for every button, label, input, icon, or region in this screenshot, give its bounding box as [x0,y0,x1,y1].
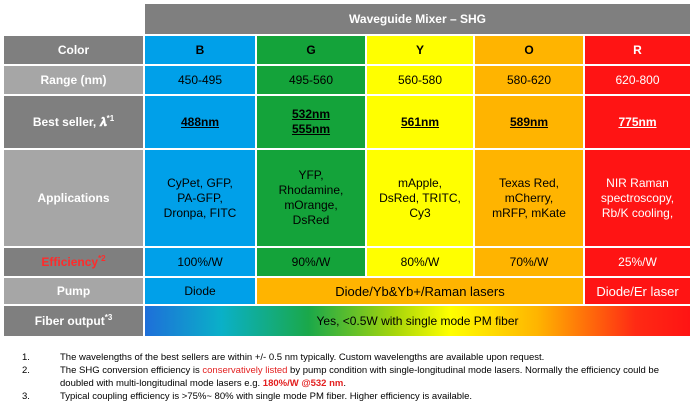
range-cell-o: 580-620 [473,64,585,96]
applications-label: Applications [2,148,145,248]
app-line: CyPet, GFP, [167,175,233,190]
best-seller-label-text: Best seller, 𝝀 [32,114,107,129]
fiber-output-footnote-mark: *3 [104,312,113,322]
app-line: mCherry, [504,190,554,205]
efficiency-cell-y: 80%/W [365,246,475,278]
applications-cell-b: CyPet, GFP, PA-GFP, Dronpa, FITC [143,148,257,248]
efficiency-footnote-mark: *2 [98,253,106,263]
color-cell-o: O [473,34,585,66]
footnote-text: Typical coupling efficiency is >75%~ 80%… [60,391,473,402]
footnotes: 1. The wavelengths of the best sellers a… [0,351,692,403]
footnote-text: The SHG conversion efficiency is [60,365,203,376]
footnote-2: 2. The SHG conversion efficiency is cons… [0,364,692,390]
range-row: Range (nm) 450-495 495-560 560-580 580-6… [2,64,692,96]
color-cell-g: G [255,34,367,66]
app-line: mApple, [397,175,443,190]
app-line: Dronpa, FITC [163,205,237,220]
fiber-output-cell: Yes, <0.5W with single mode PM fiber [143,304,692,338]
efficiency-cell-o: 70%/W [473,246,585,278]
efficiency-cell-g: 90%/W [255,246,367,278]
applications-cell-r: NIR Raman spectroscopy, Rb/K cooling, [583,148,692,248]
pump-cell-r: Diode/Er laser [583,276,692,306]
app-line: DsRed, TRITC, [379,190,461,205]
color-cell-r: R [583,34,692,66]
app-line: Texas Red, [498,175,560,190]
pump-label: Pump [2,276,145,306]
fiber-output-label: Fiber output*3 [2,304,145,338]
best-seller-cell-g: 532nm 555nm [255,94,367,150]
fiber-output-label-text: Fiber output [34,313,105,328]
color-row: Color B G Y O R [2,34,692,66]
best-seller-532: 532nm [291,107,331,121]
efficiency-label: Efficiency*2 [2,246,145,278]
app-line: Rb/K cooling, [601,205,674,220]
footnote-number: 1. [22,352,30,363]
header-row: Waveguide Mixer – SHG [2,2,692,36]
app-line: PA-GFP, [177,190,223,205]
footnote-highlight-value: 180%/W @532 nm [262,378,344,389]
app-line: DsRed [292,213,330,227]
best-seller-555: 555nm [291,122,331,136]
efficiency-label-text: Efficiency [41,254,99,269]
color-cell-b: B [143,34,257,66]
range-label: Range (nm) [2,64,145,96]
header-corner [2,2,145,36]
best-seller-cell-y: 561nm [365,94,475,150]
efficiency-cell-r: 25%/W [583,246,692,278]
app-line: mRFP, mKate [492,205,566,220]
best-seller-cell-o: 589nm [473,94,585,150]
applications-cell-y: mApple, DsRed, TRITC, Cy3 [365,148,475,248]
app-line: Rhodamine, [278,183,344,197]
pump-cell-gyo: Diode/Yb&Yb+/Raman lasers [255,276,585,306]
pump-row: Pump Diode Diode/Yb&Yb+/Raman lasers Dio… [2,276,692,306]
footnote-highlight: conservatively listed [202,365,288,376]
app-line: spectroscopy, [600,190,675,205]
best-seller-footnote-mark: *1 [106,113,115,123]
color-cell-y: Y [365,34,475,66]
footnote-number: 2. [22,365,30,376]
best-seller-cell-b: 488nm [143,94,257,150]
pump-cell-b: Diode [143,276,257,306]
range-cell-g: 495-560 [255,64,367,96]
efficiency-row: Efficiency*2 100%/W 90%/W 80%/W 70%/W 25… [2,246,692,278]
range-cell-b: 450-495 [143,64,257,96]
app-line: YFP, [298,168,324,182]
footnote-text: The wavelengths of the best sellers are … [60,352,545,363]
table-title: Waveguide Mixer – SHG [143,2,692,36]
best-seller-label: Best seller, 𝝀*1 [2,94,145,150]
applications-cell-g: YFP, Rhodamine, mOrange, DsRed [255,148,367,248]
best-seller-cell-r: 775nm [583,94,692,150]
app-line: mOrange, [284,198,338,212]
footnote-1: 1. The wavelengths of the best sellers a… [0,351,692,364]
footnote-number: 3. [22,391,30,402]
app-line: NIR Raman [606,175,669,190]
fiber-output-row: Fiber output*3 Yes, <0.5W with single mo… [2,304,692,338]
footnote-text: by pump condition with single-longitudin… [60,365,659,389]
footnote-text: . [343,378,346,389]
applications-cell-o: Texas Red, mCherry, mRFP, mKate [473,148,585,248]
range-cell-r: 620-800 [583,64,692,96]
applications-row: Applications CyPet, GFP, PA-GFP, Dronpa, F… [2,148,692,248]
color-label: Color [2,34,145,66]
app-line: Cy3 [409,205,431,220]
efficiency-cell-b: 100%/W [143,246,257,278]
footnote-3: 3. Typical coupling efficiency is >75%~ … [0,390,692,403]
range-cell-y: 560-580 [365,64,475,96]
spec-table: Waveguide Mixer – SHG Color B G Y O R Ra… [2,2,692,338]
best-seller-row: Best seller, 𝝀*1 488nm 532nm 555nm 561nm … [2,94,692,150]
